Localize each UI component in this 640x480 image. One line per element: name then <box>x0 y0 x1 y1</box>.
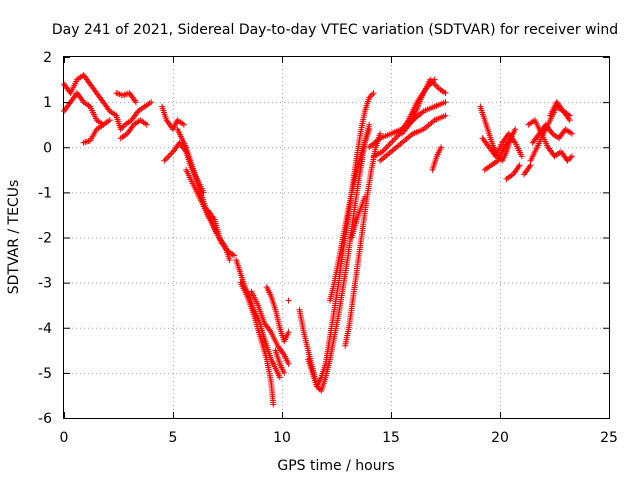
data-point <box>507 135 514 142</box>
data-point <box>516 162 523 169</box>
data-point <box>385 142 392 149</box>
data-point <box>167 151 174 158</box>
data-point <box>226 257 233 264</box>
y-tick-label: -2 <box>38 231 52 247</box>
x-tick-label: 25 <box>600 430 618 446</box>
plot-frame <box>63 56 610 419</box>
data-point <box>388 139 394 146</box>
data-point <box>231 252 238 259</box>
data-point <box>442 99 449 106</box>
data-point <box>366 126 373 133</box>
data-point <box>431 81 438 88</box>
chart-title: Day 241 of 2021, Sidereal Day-to-day VTE… <box>52 22 618 38</box>
y-tick-label: -5 <box>38 366 52 382</box>
x-tick-label: 20 <box>491 430 509 446</box>
y-tick-label: -3 <box>38 276 52 292</box>
data-point <box>369 91 376 98</box>
x-tick-label: 10 <box>273 430 291 446</box>
data-point <box>389 138 396 145</box>
data-point <box>164 154 171 161</box>
data-point <box>512 126 519 133</box>
y-tick-labels: -6 -5 -4 -3 -2 -1 0 1 2 <box>38 50 52 427</box>
grid <box>64 57 609 418</box>
data-point <box>180 121 187 128</box>
x-axis-title: GPS time / hours <box>277 458 394 474</box>
data-point <box>285 297 292 304</box>
x-tick-labels: 0 5 10 15 20 25 <box>60 430 618 446</box>
data-point <box>361 193 368 200</box>
x-tick-label: 15 <box>382 430 400 446</box>
data-point <box>438 144 445 151</box>
axis-ticks <box>64 57 610 419</box>
y-tick-label: -4 <box>38 321 52 337</box>
y-tick-label: 0 <box>43 140 52 156</box>
data-point <box>386 141 393 148</box>
data-point <box>276 374 283 381</box>
data-point <box>434 84 441 91</box>
data-point <box>527 162 534 169</box>
data-point <box>148 99 155 106</box>
data-point <box>566 112 573 119</box>
data-point <box>370 90 377 97</box>
data-point <box>392 135 399 142</box>
data-point <box>106 117 113 124</box>
data-point <box>132 99 139 106</box>
data-point <box>281 369 288 376</box>
y-tick-label: 2 <box>43 50 52 66</box>
data-point <box>162 156 169 163</box>
data-point <box>568 130 575 137</box>
data-point <box>270 401 277 408</box>
data-point <box>442 90 449 97</box>
y-tick-label: 1 <box>43 95 52 111</box>
x-tick-label: 0 <box>60 430 69 446</box>
data-point <box>285 329 292 336</box>
data-point <box>285 360 292 367</box>
data-point <box>567 154 574 161</box>
data-point <box>433 82 440 89</box>
data-point <box>382 145 389 152</box>
data-point <box>143 121 150 128</box>
x-tick-label: 5 <box>169 430 178 446</box>
data-point <box>442 112 449 119</box>
y-axis-title: SDTVAR / TECUs <box>6 180 22 295</box>
data-point <box>165 153 172 160</box>
data-series-sdtvar <box>61 72 575 408</box>
data-point <box>568 153 575 160</box>
data-point <box>430 79 437 86</box>
y-tick-label: -6 <box>38 411 52 427</box>
data-point <box>383 144 390 151</box>
data-point <box>518 153 525 160</box>
data-point <box>120 123 127 130</box>
y-tick-label: -1 <box>38 185 52 201</box>
data-point <box>161 157 168 164</box>
